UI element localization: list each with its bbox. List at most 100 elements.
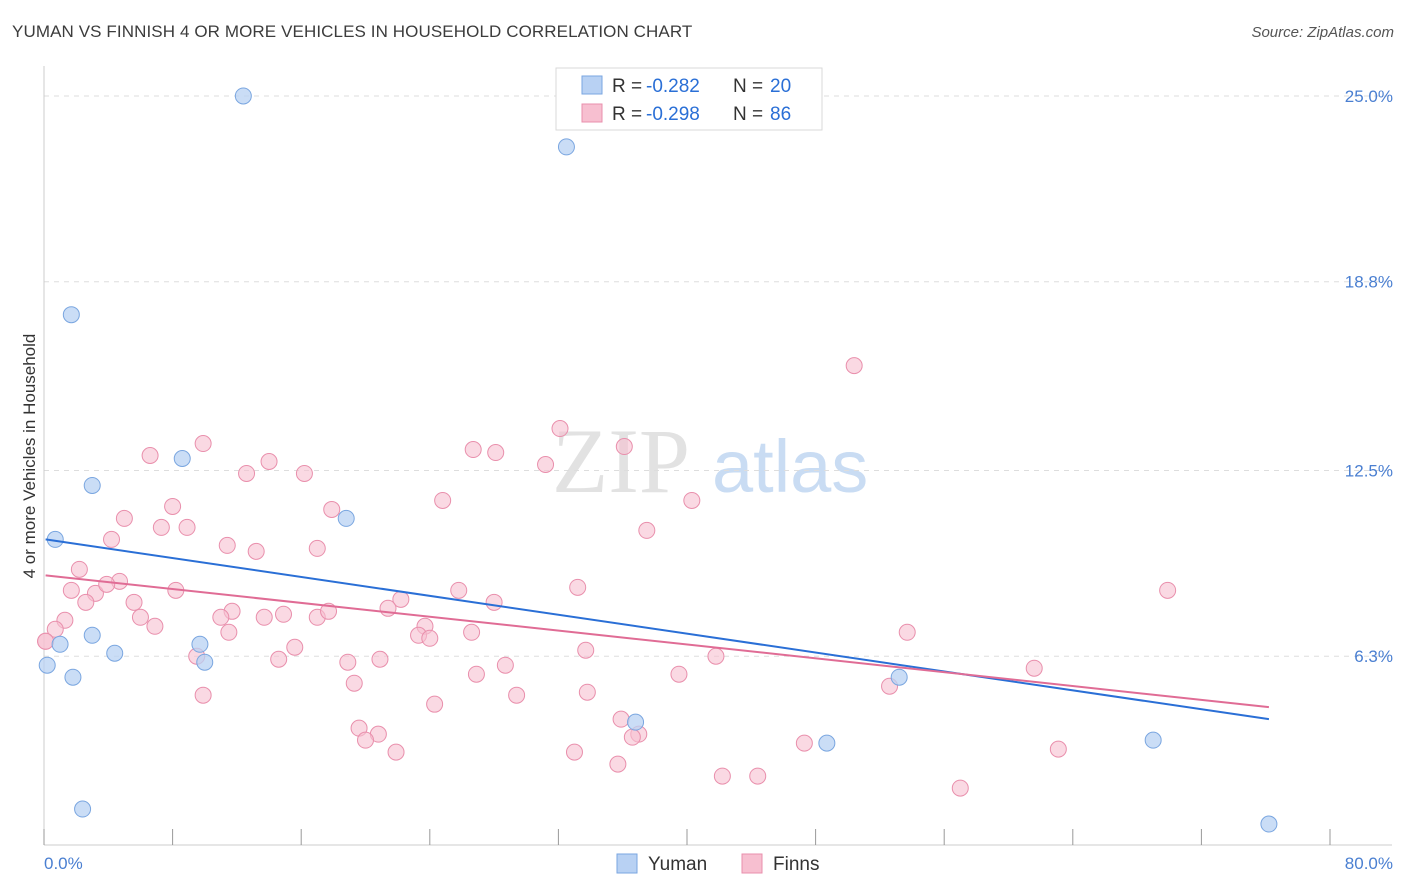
- finns-point: [713, 767, 731, 785]
- finns-point: [707, 647, 725, 665]
- y-tick-label: 18.8%: [1345, 273, 1393, 292]
- yuman-point: [191, 635, 209, 653]
- finns-point: [795, 734, 813, 752]
- yuman-point: [83, 626, 101, 644]
- finns-point: [141, 447, 159, 465]
- finns-point: [1049, 740, 1067, 758]
- finns-point: [467, 665, 485, 683]
- finns-point: [463, 623, 481, 641]
- finns-point: [103, 530, 121, 548]
- finns-point: [609, 755, 627, 773]
- yuman-point: [173, 450, 191, 468]
- yuman-point: [62, 306, 80, 324]
- finns-point: [387, 743, 405, 761]
- finns-point: [426, 695, 444, 713]
- finns-point: [212, 608, 230, 626]
- finns-point: [487, 444, 505, 462]
- finns-point: [275, 605, 293, 623]
- yuman-point: [337, 509, 355, 527]
- finns-point: [345, 674, 363, 692]
- finns-legend-label: Finns: [773, 854, 819, 875]
- source-credit: Source: ZipAtlas.com: [1251, 24, 1394, 41]
- finns-point: [295, 464, 313, 482]
- y-axis-label: 4 or more Vehicles in Household: [20, 334, 39, 579]
- finns-point: [371, 650, 389, 668]
- finns-point: [379, 599, 397, 617]
- finns-point: [320, 602, 338, 620]
- finns-point: [115, 509, 133, 527]
- finns-point: [164, 497, 182, 515]
- finns-point: [131, 608, 149, 626]
- yuman-point: [557, 138, 575, 156]
- yuman-point: [38, 656, 56, 674]
- yuman-n-value: 20: [770, 76, 791, 97]
- yuman-point: [627, 713, 645, 731]
- watermark-zip: ZIP: [552, 410, 690, 512]
- finns-point: [77, 593, 95, 611]
- yuman-point: [64, 668, 82, 686]
- finns-point: [898, 623, 916, 641]
- finns-point: [670, 665, 688, 683]
- finns-point: [1025, 659, 1043, 677]
- y-tick-label: 6.3%: [1354, 647, 1393, 666]
- y-tick-label: 25.0%: [1345, 87, 1393, 106]
- finns-point: [152, 518, 170, 536]
- finns-point: [194, 686, 212, 704]
- finns-point: [569, 578, 587, 596]
- finns-point: [220, 623, 238, 641]
- finns-r-label: R =: [612, 104, 642, 125]
- finns-trend-line: [45, 574, 1270, 709]
- yuman-point: [818, 734, 836, 752]
- yuman-r-label: R =: [612, 76, 642, 97]
- gridlines: [44, 95, 1392, 657]
- yuman-point: [1144, 731, 1162, 749]
- finns-point: [37, 632, 55, 650]
- finns-point: [218, 536, 236, 554]
- finns-legend-swatch: [581, 103, 603, 123]
- axes: [43, 66, 1392, 846]
- finns-point: [146, 617, 164, 635]
- finns-n-value: 86: [770, 104, 791, 125]
- watermark: ZIP atlas: [552, 410, 868, 512]
- finns-point: [357, 731, 374, 749]
- finns-point: [450, 581, 468, 599]
- finns-point: [537, 455, 555, 473]
- yuman-legend-label: Yuman: [648, 854, 707, 875]
- finns-point: [951, 779, 969, 797]
- yuman-r-value: -0.282: [646, 76, 700, 97]
- finns-point: [194, 435, 212, 453]
- yuman-n-label: N =: [733, 76, 763, 97]
- trend-lines: [45, 538, 1270, 721]
- finns-point: [98, 575, 116, 593]
- yuman-point: [196, 653, 214, 671]
- finns-point: [464, 441, 482, 459]
- finns-point: [1159, 581, 1177, 599]
- yuman-point: [51, 635, 69, 653]
- yuman-point: [83, 476, 101, 494]
- yuman-point: [890, 668, 908, 686]
- finns-point: [255, 608, 273, 626]
- finns-point: [615, 438, 633, 456]
- finns-bottom-swatch: [741, 853, 763, 874]
- yuman-point: [234, 87, 252, 105]
- finns-point: [749, 767, 767, 785]
- finns-point: [62, 581, 80, 599]
- yuman-bottom-swatch: [616, 853, 638, 874]
- finns-point: [578, 683, 596, 701]
- finns-point: [308, 539, 326, 557]
- x-tick-label: 0.0%: [44, 854, 83, 873]
- yuman-point: [106, 644, 124, 662]
- y-tick-label: 12.5%: [1345, 461, 1393, 480]
- yuman-point: [74, 800, 92, 818]
- finns-point: [238, 464, 256, 482]
- yuman-legend-swatch: [581, 75, 603, 95]
- finns-point: [270, 650, 288, 668]
- finns-point: [551, 420, 569, 438]
- finns-point: [178, 518, 196, 536]
- finns-point: [577, 641, 595, 659]
- finns-point: [323, 500, 341, 518]
- finns-point: [434, 491, 452, 509]
- finns-point: [623, 728, 641, 746]
- finns-points: [37, 357, 1177, 797]
